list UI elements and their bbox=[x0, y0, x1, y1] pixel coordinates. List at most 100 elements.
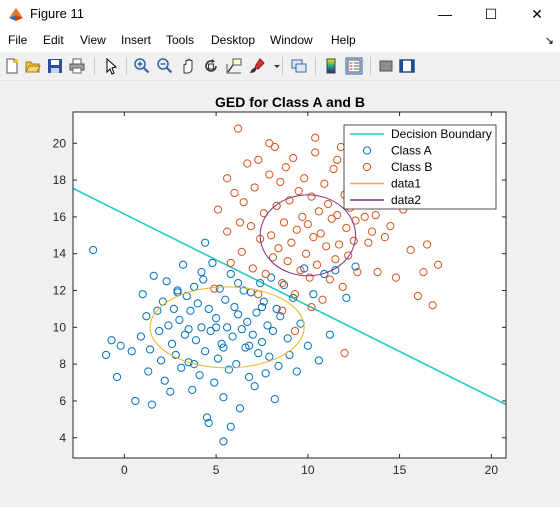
class-b-point bbox=[246, 222, 256, 231]
class-a-point bbox=[250, 382, 259, 391]
class-b-point bbox=[254, 155, 263, 164]
class-b-point bbox=[325, 275, 334, 284]
brush-icon[interactable] bbox=[248, 57, 266, 75]
class-a-point bbox=[226, 422, 235, 431]
menu-help[interactable]: Help bbox=[331, 33, 356, 47]
matlab-logo-icon bbox=[9, 8, 23, 21]
data-cursor-icon[interactable] bbox=[225, 57, 243, 75]
legend-label-decision-boundary: Decision Boundary bbox=[391, 127, 492, 141]
class-a-point bbox=[270, 395, 279, 404]
class-b-point bbox=[248, 264, 257, 273]
class-a-point bbox=[156, 356, 166, 365]
class-a-point bbox=[201, 347, 210, 356]
class-a-point bbox=[210, 378, 219, 387]
menu-edit[interactable]: Edit bbox=[43, 33, 64, 47]
menu-insert[interactable]: Insert bbox=[121, 33, 152, 47]
y-tick-label: 16 bbox=[53, 210, 67, 224]
class-b-point bbox=[213, 205, 223, 214]
dock-arrow-icon[interactable]: ↘ bbox=[544, 35, 554, 47]
class-a-point bbox=[254, 348, 263, 358]
class-a-point bbox=[175, 315, 184, 325]
class-b-point bbox=[406, 245, 415, 255]
class-a-point bbox=[201, 238, 210, 247]
legend-swatch-class-a bbox=[362, 146, 372, 155]
menu-window[interactable]: Window bbox=[270, 33, 313, 47]
class-a-point bbox=[213, 354, 223, 363]
class-a-point bbox=[136, 332, 145, 341]
legend[interactable]: Decision Boundary Class A Class B data1 data… bbox=[343, 124, 497, 210]
pan-icon[interactable] bbox=[179, 57, 197, 75]
class-b-point bbox=[300, 174, 309, 183]
class-a-point bbox=[292, 367, 301, 376]
class-b-point bbox=[311, 148, 320, 157]
class-b-point bbox=[371, 210, 380, 220]
class-b-point bbox=[434, 260, 443, 269]
class-b-point bbox=[285, 196, 294, 205]
new-figure-icon[interactable] bbox=[3, 57, 21, 75]
class-a-point bbox=[112, 372, 122, 382]
class-a-point bbox=[261, 369, 270, 378]
colorbar-icon[interactable] bbox=[322, 57, 340, 75]
class-b-point bbox=[318, 295, 327, 304]
class-b-point bbox=[353, 268, 362, 277]
window-title: Figure 11 bbox=[30, 6, 84, 21]
class-b-point bbox=[338, 282, 347, 291]
class-a-point bbox=[279, 280, 289, 290]
pointer-icon[interactable] bbox=[102, 57, 120, 75]
class-a-point bbox=[237, 325, 246, 334]
save-icon[interactable] bbox=[46, 57, 64, 75]
class-a-point bbox=[107, 336, 116, 345]
menu-tools[interactable]: Tools bbox=[166, 33, 195, 47]
class-a-point bbox=[202, 413, 212, 422]
class-b-point bbox=[267, 231, 276, 240]
link-plot-icon[interactable] bbox=[290, 57, 308, 75]
axis-ticks: 0 5 10 15 20 4 6 8 10 12 14 16 18 20 bbox=[53, 112, 506, 477]
class-a-point bbox=[193, 299, 202, 308]
maximize-button[interactable]: ☐ bbox=[468, 0, 514, 28]
figure-toolbar bbox=[0, 52, 560, 81]
menu-file[interactable]: File bbox=[8, 33, 28, 47]
open-file-icon[interactable] bbox=[24, 57, 42, 75]
class-b-point bbox=[367, 227, 377, 236]
class-b-point bbox=[268, 253, 278, 262]
class-a-point bbox=[212, 314, 221, 323]
class-b-point bbox=[235, 218, 245, 227]
class-b-point bbox=[329, 164, 338, 174]
zoom-out-icon[interactable] bbox=[156, 57, 174, 75]
class-a-point bbox=[272, 304, 281, 314]
class-a-point bbox=[197, 268, 206, 277]
legend-box bbox=[343, 124, 497, 210]
class-a-point bbox=[239, 286, 248, 295]
class-a-point bbox=[235, 404, 245, 413]
class-a-point bbox=[149, 271, 158, 280]
legend-icon[interactable] bbox=[345, 57, 363, 75]
class-b-point bbox=[283, 256, 292, 266]
close-button[interactable]: ✕ bbox=[514, 0, 560, 28]
menu-bar: File Edit View Insert Tools Desktop Wind… bbox=[0, 28, 560, 52]
class-a-point bbox=[309, 290, 318, 299]
class-b-point bbox=[391, 273, 401, 282]
class-b-point bbox=[234, 124, 243, 133]
zoom-in-icon[interactable] bbox=[133, 57, 151, 75]
class-b-point bbox=[340, 348, 349, 358]
rotate-3d-icon[interactable] bbox=[202, 57, 220, 75]
class-b-point bbox=[360, 212, 369, 222]
menu-view[interactable]: View bbox=[80, 33, 106, 47]
class-b-point bbox=[294, 187, 303, 196]
minimize-button[interactable]: — bbox=[422, 0, 468, 28]
brush-dropdown-icon[interactable] bbox=[268, 57, 286, 75]
class-b-point bbox=[298, 212, 307, 222]
hide-plot-tools-icon[interactable] bbox=[377, 57, 395, 75]
window-titlebar: Figure 11 — ☐ ✕ bbox=[0, 0, 560, 28]
class-a-point bbox=[224, 365, 234, 374]
menu-desktop[interactable]: Desktop bbox=[211, 33, 256, 47]
class-a-point bbox=[145, 345, 155, 354]
class-b-point bbox=[270, 142, 279, 152]
y-tick-label: 12 bbox=[53, 284, 67, 298]
show-plot-tools-icon[interactable] bbox=[398, 57, 416, 75]
class-b-point bbox=[265, 170, 274, 179]
class-a-point bbox=[351, 262, 360, 271]
print-icon[interactable] bbox=[68, 57, 86, 75]
class-b-point bbox=[223, 174, 232, 183]
class-a-point bbox=[208, 258, 217, 268]
